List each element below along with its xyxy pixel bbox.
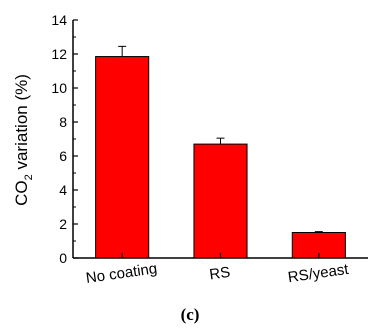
y-tick-label: 12	[51, 46, 67, 62]
y-tick-label: 10	[51, 80, 67, 96]
y-tick-label: 8	[59, 114, 67, 130]
y-tick-label: 0	[59, 250, 67, 266]
bar	[95, 56, 150, 259]
y-tick-label: 14	[51, 12, 67, 28]
x-tick-label: No coating	[85, 260, 158, 287]
panel-label: (c)	[181, 305, 200, 324]
y-axis-title: CO2 variation (%)	[12, 74, 35, 206]
x-tick-label: RS	[208, 264, 231, 284]
y-axis-title-text: CO2 variation (%)	[12, 74, 35, 206]
x-tick-label: RS/yeast	[287, 261, 350, 286]
bar	[193, 143, 248, 259]
y-tick-label: 4	[59, 182, 67, 198]
y-tick-label: 2	[59, 216, 67, 232]
y-tick-label: 6	[59, 148, 67, 164]
plot-area: 0 2 4 6 8 10 12 14 No coating RS RS/yeast	[51, 12, 368, 287]
